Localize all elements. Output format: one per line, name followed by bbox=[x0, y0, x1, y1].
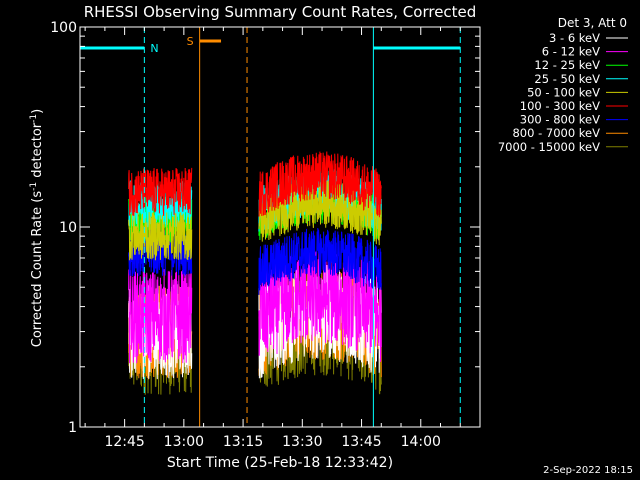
y-axis-label-part-2: detector bbox=[30, 122, 45, 182]
y-axis-label-part-3: ) bbox=[30, 109, 45, 114]
x-axis-label: Start Time (25-Feb-18 12:33:42) bbox=[167, 455, 393, 471]
series-line bbox=[128, 267, 193, 364]
y-tick-label: 100 bbox=[50, 20, 77, 36]
legend-entry-label: 50 - 100 keV bbox=[527, 85, 600, 99]
legend-entry-label: 300 - 800 keV bbox=[520, 113, 600, 127]
saa-flag-label: S bbox=[187, 35, 194, 48]
x-tick-label: 13:15 bbox=[223, 434, 263, 450]
x-tick-label: 13:00 bbox=[164, 434, 204, 450]
y-axis-label-part-1: Corrected Count Rate (s bbox=[30, 191, 45, 348]
legend-entry-label: 25 - 50 keV bbox=[534, 72, 600, 86]
data-layer bbox=[128, 151, 382, 395]
x-tick-label: 14:00 bbox=[401, 434, 441, 450]
x-tick-label: 13:45 bbox=[341, 434, 381, 450]
legend-title: Det 3, Att 0 bbox=[558, 16, 627, 30]
legend-entry-label: 6 - 12 keV bbox=[542, 45, 600, 59]
date-stamp: 2-Sep-2022 18:15 bbox=[543, 465, 633, 476]
legend-entry-label: 7000 - 15000 keV bbox=[498, 140, 600, 154]
series-line bbox=[128, 211, 193, 261]
chart-title: RHESSI Observing Summary Count Rates, Co… bbox=[84, 3, 477, 21]
x-tick-label: 13:30 bbox=[282, 434, 322, 450]
legend-entry-label: 12 - 25 keV bbox=[534, 58, 600, 72]
y-axis-label-sup-2: -1 bbox=[29, 114, 39, 123]
x-tick-label: 12:45 bbox=[104, 434, 144, 450]
series-line bbox=[128, 167, 193, 216]
series-line bbox=[258, 180, 382, 246]
axes-layer: 12:45 13:00 13:15 13:30 13:45 14:00 1 10 100 bbox=[50, 20, 480, 450]
night-flag-label: N bbox=[150, 42, 158, 55]
y-axis-label: Corrected Count Rate (s-1 detector-1) bbox=[29, 109, 45, 347]
series-line bbox=[258, 250, 382, 362]
series-line bbox=[258, 151, 382, 218]
y-tick-label: 1 bbox=[68, 420, 77, 436]
legend-entry-label: 3 - 6 keV bbox=[549, 31, 600, 45]
legend-entry-label: 800 - 7000 keV bbox=[512, 126, 600, 140]
y-tick-label: 10 bbox=[59, 220, 77, 236]
series-line bbox=[258, 227, 382, 295]
y-axis-label-sup-1: -1 bbox=[29, 182, 39, 191]
legend-entry-label: 100 - 300 keV bbox=[520, 99, 600, 113]
